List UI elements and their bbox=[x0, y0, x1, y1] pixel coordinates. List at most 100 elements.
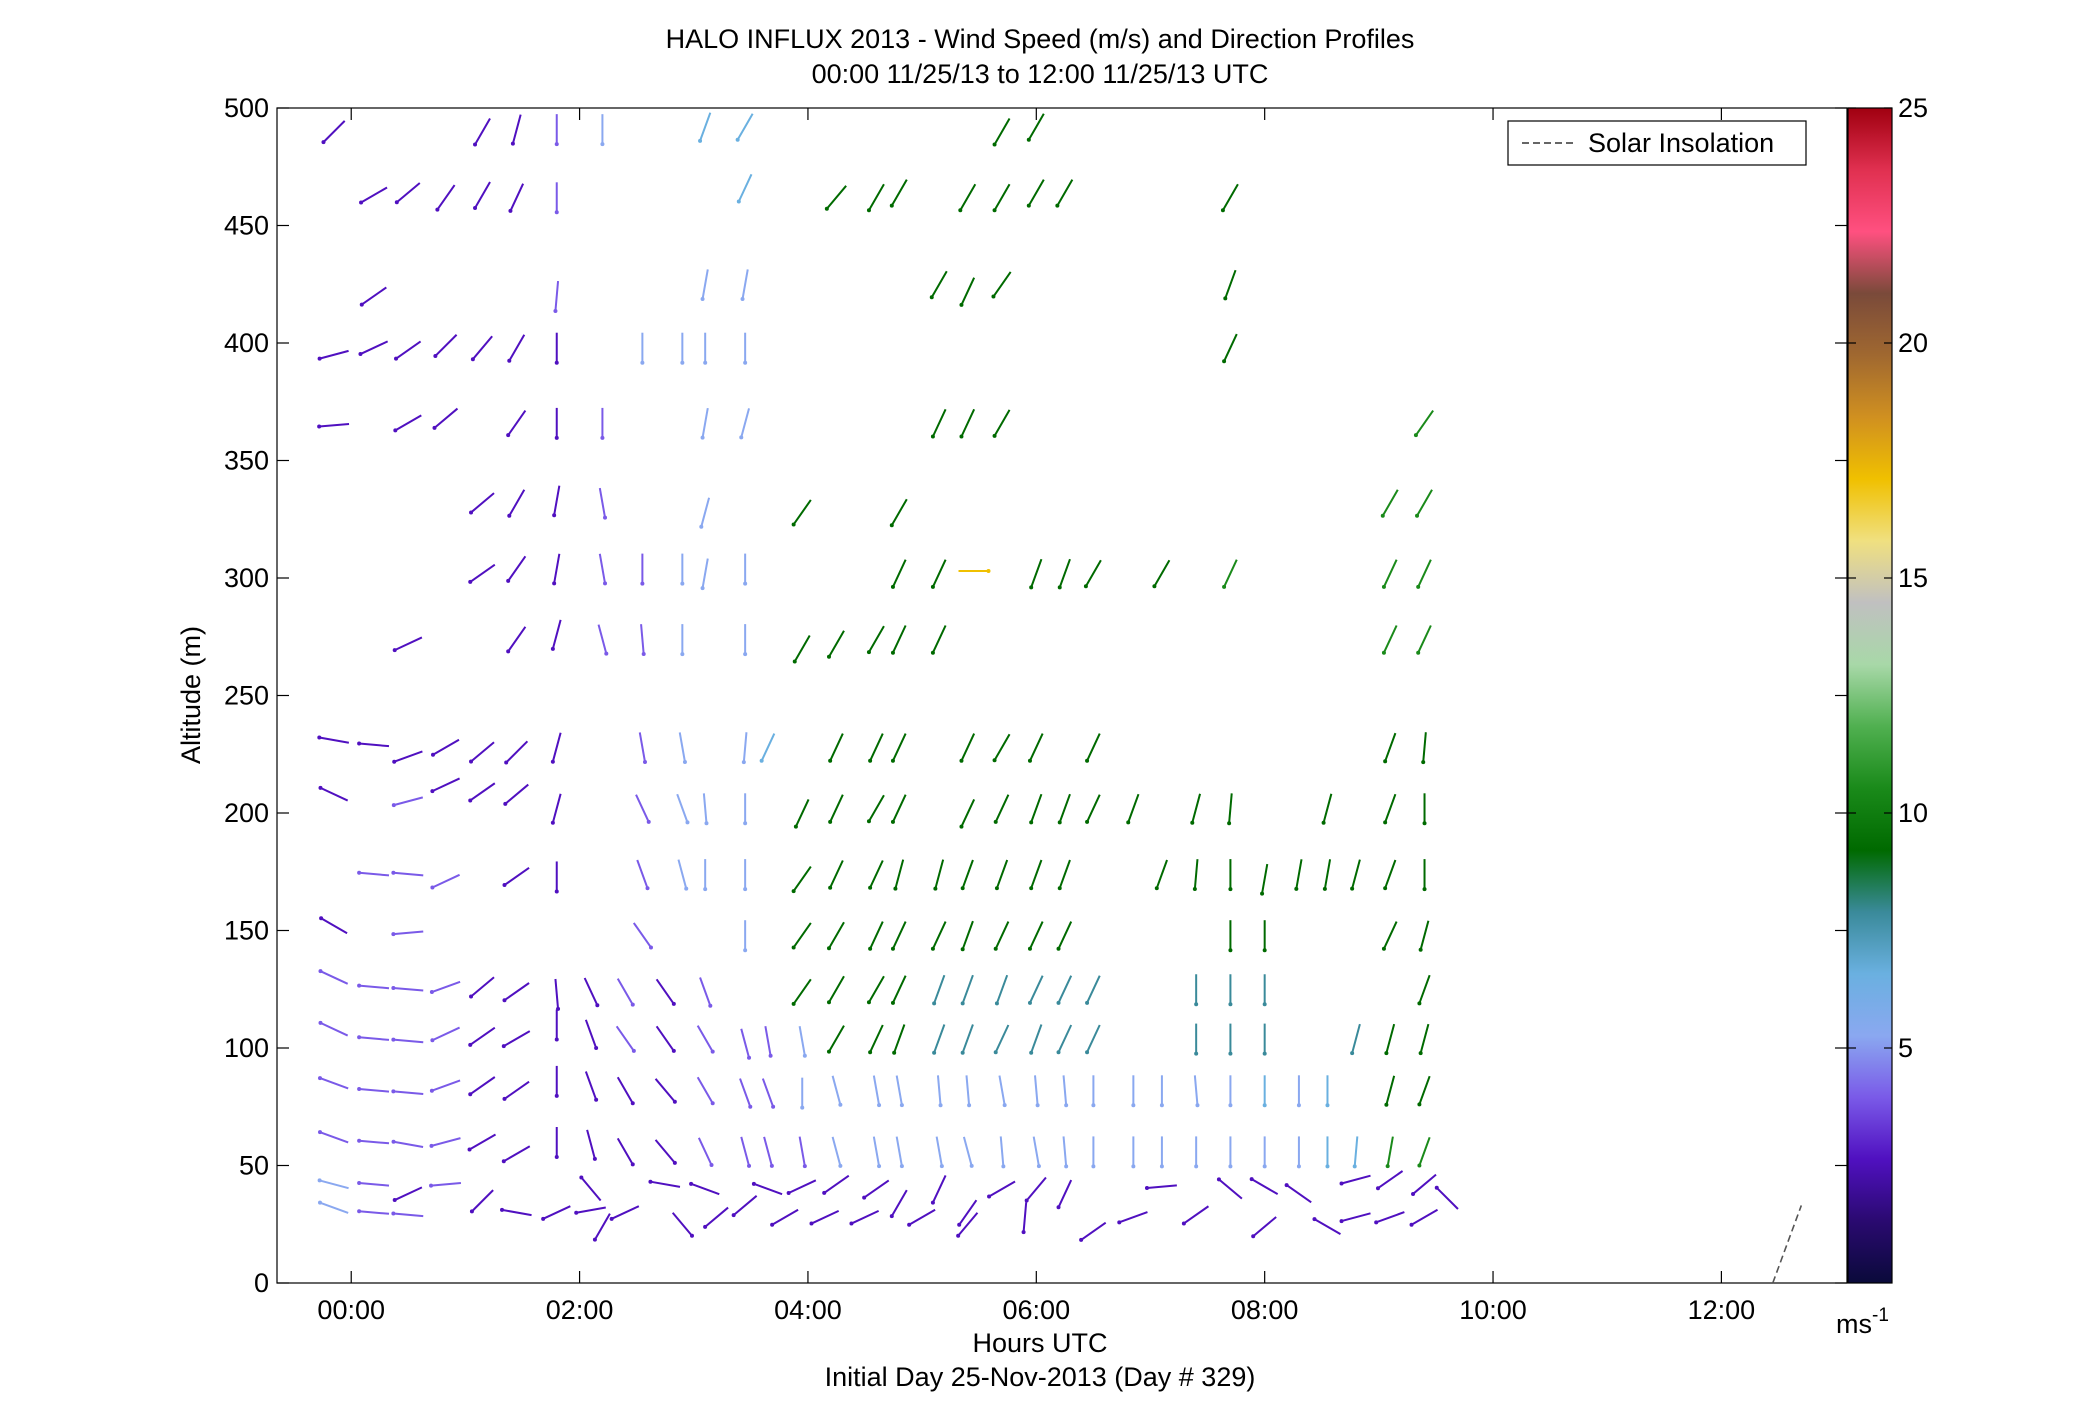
wind-vector bbox=[994, 794, 1010, 823]
wind-vector bbox=[739, 1078, 752, 1108]
wind-vector-head bbox=[429, 990, 434, 995]
wind-vector bbox=[740, 1028, 750, 1059]
colorbar-ticks: 5 10 15 20 25 bbox=[1848, 93, 1928, 1063]
wind-vector-head bbox=[1262, 1002, 1267, 1007]
colorbar-tick-label: 20 bbox=[1898, 328, 1928, 358]
wind-vector-head bbox=[1144, 1185, 1149, 1190]
wind-vector-head bbox=[826, 1049, 831, 1054]
wind-vector bbox=[872, 1075, 881, 1106]
wind-vector-head bbox=[828, 758, 833, 763]
wind-vector bbox=[394, 636, 423, 652]
wind-vector-head bbox=[793, 824, 798, 829]
wind-vector-head bbox=[594, 1097, 599, 1102]
wind-vector-head bbox=[321, 140, 326, 145]
wind-vector-head bbox=[594, 1045, 599, 1050]
wind-vector bbox=[696, 1025, 714, 1053]
x-axis: 00:00 02:00 04:00 06:00 08:00 10:00 12:00 bbox=[317, 108, 1755, 1325]
y-tick-label: 100 bbox=[224, 1033, 269, 1063]
wind-vector-head bbox=[553, 308, 558, 313]
wind-vector bbox=[640, 624, 645, 655]
wind-vector-head bbox=[317, 735, 322, 740]
wind-vector-head bbox=[554, 210, 559, 215]
wind-vector bbox=[393, 1038, 424, 1044]
wind-vector-head bbox=[1381, 650, 1386, 655]
wind-vector bbox=[700, 497, 711, 527]
wind-vector bbox=[1127, 793, 1140, 823]
wind-vector bbox=[993, 409, 1011, 437]
wind-vector bbox=[554, 280, 560, 312]
wind-vector bbox=[736, 113, 754, 141]
wind-vector-head bbox=[646, 819, 651, 824]
wind-vector-head bbox=[735, 137, 740, 142]
wind-vector-head bbox=[508, 208, 513, 213]
wind-vector bbox=[1030, 1024, 1043, 1054]
wind-vector-head bbox=[394, 356, 399, 361]
y-tick-label: 200 bbox=[224, 798, 269, 828]
colorbar-tick-label: 15 bbox=[1898, 563, 1928, 593]
solar-insolation-line bbox=[1772, 1205, 1803, 1284]
wind-vector bbox=[507, 410, 527, 436]
wind-vector-head bbox=[554, 435, 559, 440]
wind-vector-head bbox=[1422, 821, 1427, 826]
wind-vector-head bbox=[743, 821, 748, 826]
wind-vector-head bbox=[1091, 1103, 1096, 1108]
wind-vector-head bbox=[1057, 886, 1062, 891]
wind-vector-head bbox=[1056, 1000, 1061, 1005]
wind-vector-head bbox=[630, 1162, 635, 1167]
wind-vector bbox=[503, 867, 530, 886]
wind-vector-head bbox=[671, 1048, 676, 1053]
wind-vector bbox=[741, 269, 749, 300]
wind-vector bbox=[1029, 921, 1044, 950]
wind-vector bbox=[892, 794, 907, 823]
wind-vector-head bbox=[930, 1200, 935, 1205]
wind-vector-head bbox=[430, 885, 435, 890]
solar-insolation-segment bbox=[1772, 1205, 1803, 1284]
wind-vector-head bbox=[317, 1130, 322, 1135]
wind-vector-head bbox=[1284, 1183, 1289, 1188]
wind-vector-head bbox=[689, 1181, 694, 1186]
y-tick-label: 500 bbox=[224, 93, 269, 123]
wind-vector-head bbox=[1035, 1103, 1040, 1108]
wind-vector-head bbox=[700, 297, 705, 302]
wind-vector bbox=[594, 1213, 611, 1241]
wind-vector bbox=[960, 277, 976, 306]
wind-vector-head bbox=[930, 946, 935, 951]
wind-vector-head bbox=[1262, 1164, 1267, 1169]
wind-vector-head bbox=[969, 1163, 974, 1168]
wind-vector-head bbox=[1056, 1050, 1061, 1055]
wind-vector bbox=[655, 1025, 675, 1052]
wind-vector-head bbox=[579, 1175, 584, 1180]
wind-vector-head bbox=[741, 760, 746, 765]
wind-vector-head bbox=[992, 433, 997, 438]
wind-vector-head bbox=[708, 1003, 713, 1008]
wind-vector bbox=[932, 559, 947, 588]
wind-vector-head bbox=[1383, 759, 1388, 764]
wind-vector bbox=[872, 1136, 881, 1167]
wind-vector-head bbox=[960, 886, 965, 891]
wind-vector bbox=[1228, 793, 1233, 824]
wind-vector-head bbox=[868, 1050, 873, 1055]
wind-vector bbox=[393, 930, 424, 936]
wind-vector-head bbox=[689, 1233, 694, 1238]
wind-vector-head bbox=[967, 1103, 972, 1108]
wind-vector-head bbox=[469, 994, 474, 999]
wind-vector bbox=[961, 859, 974, 889]
wind-vector-head bbox=[890, 758, 895, 763]
wind-vector bbox=[1191, 793, 1202, 824]
wind-vector-head bbox=[959, 824, 964, 829]
wind-vector bbox=[1251, 1178, 1279, 1196]
wind-vector bbox=[892, 559, 907, 588]
wind-vector-head bbox=[680, 652, 685, 657]
wind-vector-head bbox=[392, 648, 397, 653]
wind-vector bbox=[1323, 859, 1332, 890]
wind-vector bbox=[393, 1090, 424, 1095]
wind-vector bbox=[433, 407, 459, 429]
wind-vector bbox=[1034, 1075, 1039, 1106]
wind-vector-head bbox=[1228, 1051, 1233, 1056]
wind-vector bbox=[958, 1199, 978, 1226]
wind-vector bbox=[740, 408, 750, 438]
wind-vector-head bbox=[956, 1233, 961, 1238]
wind-vector-head bbox=[826, 1000, 831, 1005]
wind-vector bbox=[551, 619, 562, 650]
wind-vector-head bbox=[502, 1096, 507, 1101]
